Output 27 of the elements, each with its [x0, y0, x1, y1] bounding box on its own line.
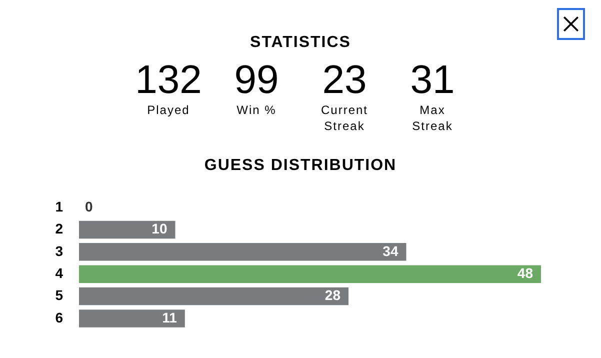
- y-tick-label: 4: [55, 264, 64, 281]
- data-label: 28: [324, 287, 341, 304]
- data-label: 99: [233, 58, 280, 102]
- y-tick-label: 5: [55, 287, 64, 304]
- data-label: 34: [382, 242, 398, 259]
- data-label: 31: [409, 58, 456, 102]
- data-label: 0: [85, 198, 93, 214]
- bar: [79, 243, 406, 261]
- y-tick-label: 2: [55, 220, 64, 237]
- category-label: Max Streak: [411, 102, 454, 134]
- bar: [79, 287, 348, 306]
- bar: [79, 220, 176, 239]
- category-label: Played: [146, 102, 191, 118]
- bar: [79, 265, 541, 283]
- category-label: Win %: [236, 102, 278, 118]
- chart-title: GUESS DISTRIBUTION: [203, 157, 398, 175]
- data-label: 23: [321, 58, 368, 102]
- category-label: Current Streak: [320, 102, 369, 134]
- data-label: 48: [517, 264, 534, 281]
- data-label: 132: [134, 58, 203, 102]
- text: STATISTICS: [249, 34, 352, 52]
- y-tick-label: 3: [55, 242, 64, 259]
- y-tick-label: 1: [55, 198, 64, 214]
- data-label: 10: [152, 220, 168, 237]
- bar: [79, 310, 185, 328]
- y-tick-label: 6: [55, 309, 64, 326]
- data-label: 11: [162, 309, 178, 326]
